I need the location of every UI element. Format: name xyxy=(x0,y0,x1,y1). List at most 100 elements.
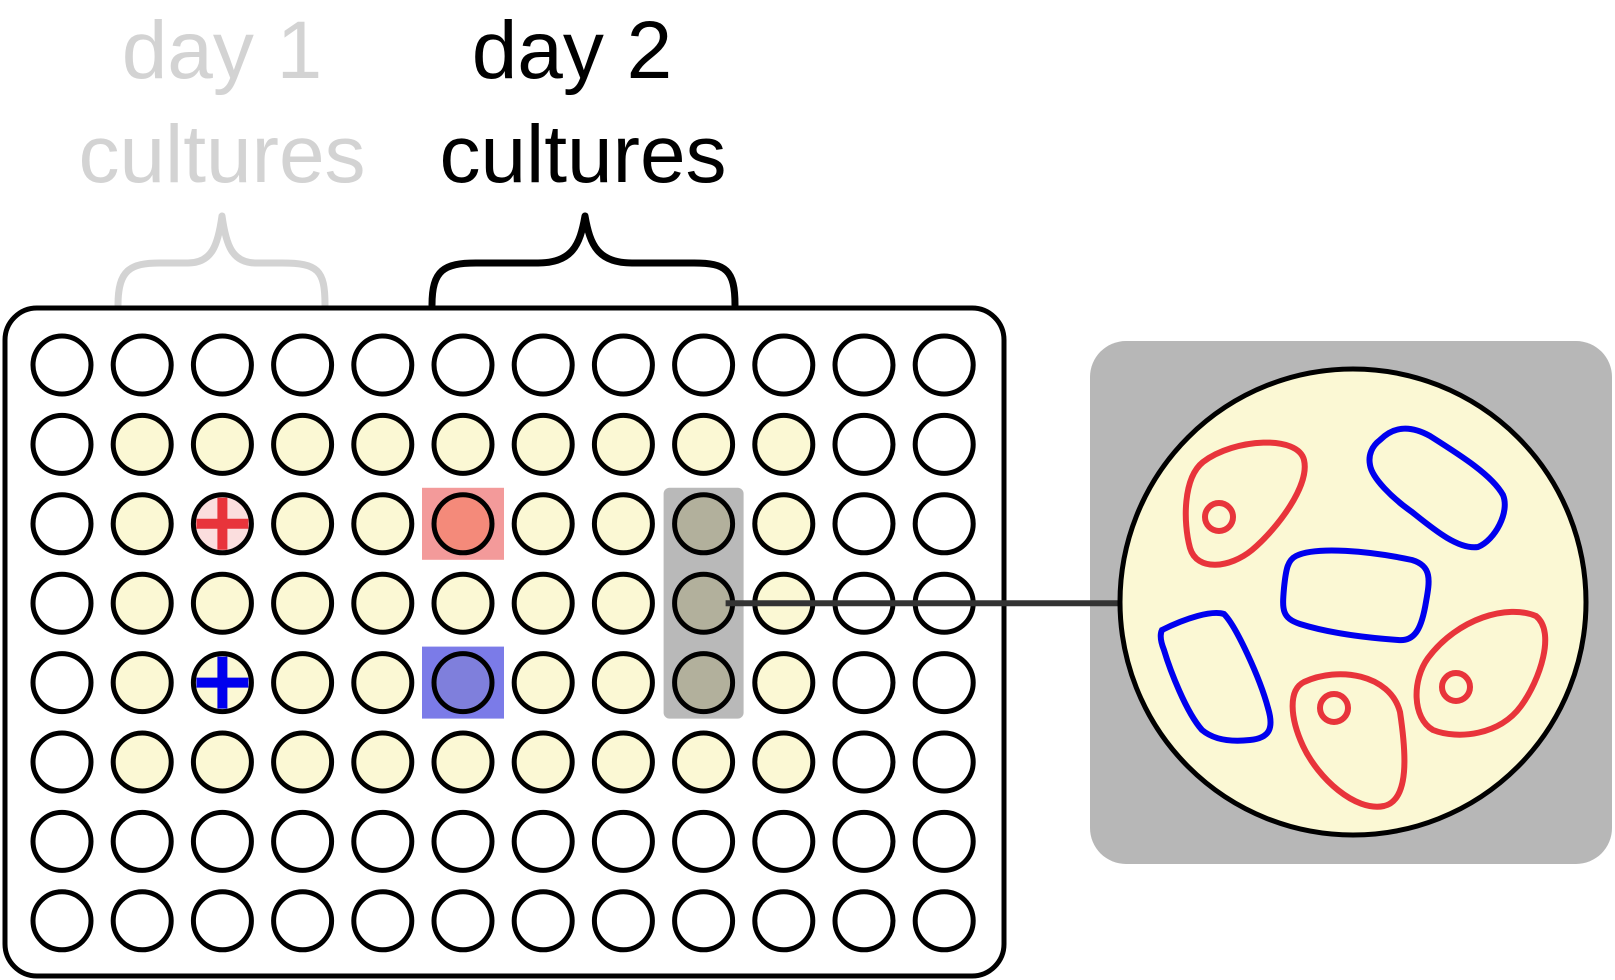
well xyxy=(511,333,575,397)
well xyxy=(271,889,335,953)
well xyxy=(511,809,575,873)
day1-label: day 1 cultures xyxy=(78,5,365,200)
well xyxy=(431,333,495,397)
well xyxy=(672,571,736,635)
well xyxy=(672,412,736,476)
well xyxy=(30,571,94,635)
well xyxy=(271,412,335,476)
well xyxy=(511,730,575,794)
well xyxy=(351,889,415,953)
red-cell xyxy=(1182,439,1308,568)
well xyxy=(912,333,976,397)
well xyxy=(752,730,816,794)
well xyxy=(30,333,94,397)
well xyxy=(752,492,816,556)
well xyxy=(672,333,736,397)
well xyxy=(271,651,335,715)
well xyxy=(752,333,816,397)
blue-cell xyxy=(1280,547,1432,644)
well xyxy=(912,412,976,476)
well xyxy=(30,809,94,873)
well xyxy=(190,333,254,397)
well xyxy=(110,651,174,715)
blue-cells xyxy=(1157,425,1508,744)
day2-label-line1: day 2 xyxy=(472,5,673,96)
well xyxy=(672,809,736,873)
well xyxy=(110,889,174,953)
well xyxy=(431,412,495,476)
well xyxy=(431,809,495,873)
red-cell xyxy=(1413,608,1549,738)
well xyxy=(832,730,896,794)
well xyxy=(752,809,816,873)
well-plate xyxy=(2,305,1007,979)
well xyxy=(672,651,736,715)
well xyxy=(110,809,174,873)
day2-label: day 2 cultures xyxy=(439,5,726,200)
well xyxy=(511,492,575,556)
well xyxy=(190,809,254,873)
well xyxy=(431,492,495,556)
well xyxy=(832,412,896,476)
well xyxy=(271,730,335,794)
well xyxy=(832,809,896,873)
well xyxy=(351,809,415,873)
well xyxy=(832,889,896,953)
red-cells xyxy=(1182,439,1549,810)
blue-cell xyxy=(1366,425,1508,551)
well xyxy=(351,333,415,397)
well xyxy=(511,571,575,635)
well xyxy=(591,651,655,715)
day1-label-line2: cultures xyxy=(78,109,365,200)
well xyxy=(30,651,94,715)
well xyxy=(271,571,335,635)
well xyxy=(591,333,655,397)
well xyxy=(752,412,816,476)
well xyxy=(912,492,976,556)
well xyxy=(271,492,335,556)
well xyxy=(591,492,655,556)
well xyxy=(190,730,254,794)
day1-brace xyxy=(114,212,329,309)
well xyxy=(591,730,655,794)
well xyxy=(271,333,335,397)
well xyxy=(912,730,976,794)
well xyxy=(431,651,495,715)
well-markers xyxy=(196,497,249,709)
well xyxy=(672,492,736,556)
well xyxy=(672,730,736,794)
well xyxy=(351,651,415,715)
well xyxy=(110,492,174,556)
well xyxy=(351,492,415,556)
day1-label-line1: day 1 xyxy=(122,5,323,96)
well xyxy=(351,730,415,794)
well xyxy=(591,889,655,953)
well xyxy=(752,651,816,715)
well xyxy=(431,571,495,635)
well xyxy=(30,889,94,953)
well xyxy=(271,809,335,873)
well xyxy=(511,412,575,476)
day2-brace xyxy=(428,212,739,309)
well xyxy=(110,412,174,476)
well xyxy=(351,571,415,635)
well xyxy=(30,412,94,476)
well xyxy=(190,412,254,476)
well xyxy=(110,333,174,397)
well xyxy=(110,730,174,794)
well xyxy=(431,730,495,794)
well xyxy=(912,889,976,953)
zoomed-well xyxy=(1117,366,1589,838)
well xyxy=(511,651,575,715)
wells-grid xyxy=(30,333,976,953)
red-cell xyxy=(1289,671,1408,810)
well xyxy=(591,571,655,635)
well xyxy=(190,889,254,953)
well xyxy=(752,889,816,953)
well xyxy=(672,889,736,953)
well xyxy=(351,412,415,476)
well xyxy=(30,492,94,556)
well xyxy=(832,333,896,397)
well xyxy=(110,571,174,635)
